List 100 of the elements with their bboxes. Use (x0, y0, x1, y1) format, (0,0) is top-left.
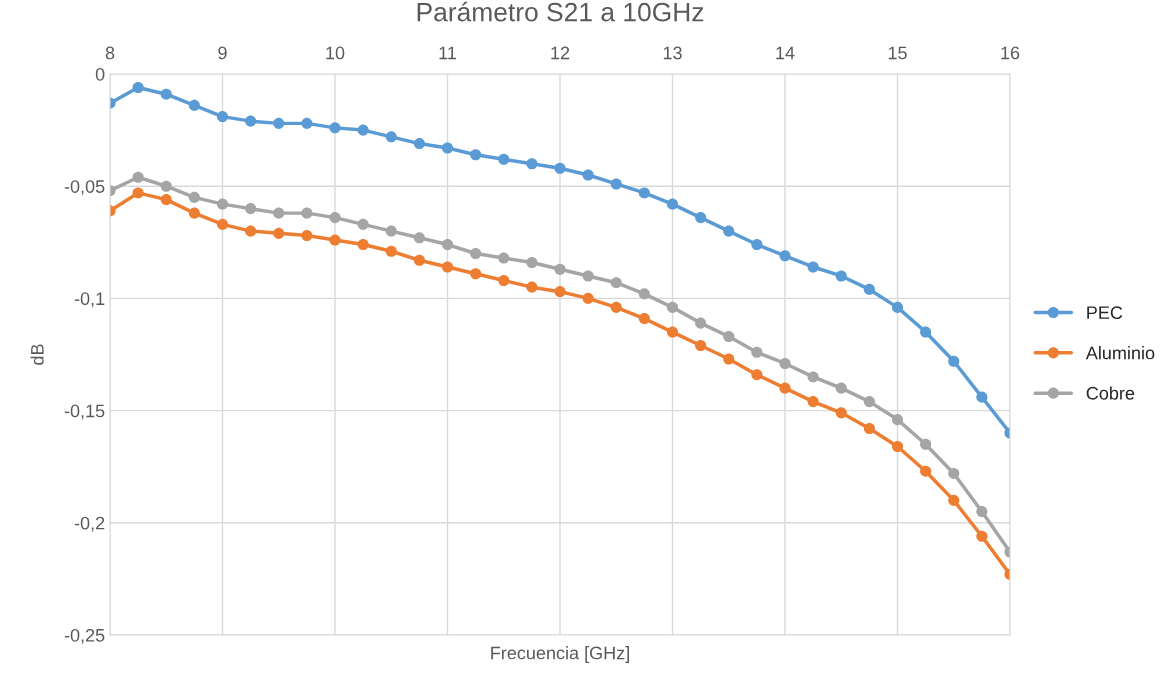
point (470, 268, 482, 280)
chart-title: Parámetro S21 a 10GHz (417, 1, 704, 22)
x-tick-label: 11 (439, 46, 456, 60)
point (357, 124, 369, 136)
legend-label: Aluminio (1085, 346, 1155, 360)
point (357, 238, 369, 251)
x-axis-title: Frecuencia [GHz] (491, 646, 629, 663)
point (526, 256, 538, 269)
point (807, 261, 819, 273)
point (666, 198, 679, 210)
y-tick-label: -0,05 (64, 180, 105, 196)
point (216, 218, 229, 230)
x-tick-label: 14 (776, 46, 795, 60)
point (582, 270, 594, 282)
point (441, 238, 454, 251)
point (891, 440, 904, 453)
point (470, 247, 482, 260)
point (160, 180, 172, 192)
point (835, 382, 847, 394)
point (498, 274, 510, 286)
point (948, 494, 960, 506)
point (723, 353, 735, 365)
point (273, 207, 285, 219)
point (132, 187, 144, 199)
point (245, 203, 257, 215)
point (807, 371, 819, 383)
point (498, 153, 510, 165)
point (245, 115, 257, 127)
y-tick-label: -0,2 (74, 516, 105, 532)
point (638, 313, 650, 325)
point (976, 530, 988, 542)
point (498, 252, 510, 264)
point (329, 212, 341, 224)
point (273, 117, 285, 129)
y-tick-label: 0 (95, 67, 105, 81)
point (638, 288, 650, 300)
point (835, 407, 847, 419)
legend-label: Cobre (1086, 386, 1135, 400)
x-tick-label: 16 (1001, 46, 1020, 60)
point (863, 423, 875, 435)
point (610, 178, 622, 190)
point (385, 245, 397, 257)
point (610, 277, 622, 289)
point (301, 117, 313, 129)
point (723, 330, 735, 343)
point (554, 162, 566, 174)
point (976, 506, 988, 518)
point (751, 346, 763, 358)
y-tick-label: -0,25 (64, 628, 105, 644)
point (835, 270, 847, 282)
point (160, 194, 172, 206)
x-tick-label: 9 (218, 46, 227, 60)
point (188, 191, 200, 203)
point (329, 122, 341, 134)
point (132, 171, 144, 183)
point (807, 396, 819, 408)
point (948, 467, 960, 479)
x-tick-label: 12 (551, 46, 570, 60)
point (948, 355, 960, 367)
y-tick-label: -0,1 (74, 292, 105, 308)
point (216, 198, 229, 210)
point (582, 292, 594, 304)
point (413, 138, 425, 150)
point (779, 382, 791, 394)
point (779, 250, 791, 262)
x-tick-label: 8 (105, 46, 115, 60)
point (779, 357, 791, 370)
point (273, 227, 285, 239)
point (385, 131, 397, 143)
point (245, 225, 257, 237)
point (863, 283, 875, 295)
point (470, 149, 482, 161)
point (666, 301, 679, 313)
x-tick-label: 13 (663, 46, 682, 60)
point (666, 326, 679, 338)
x-tick-label: 15 (888, 46, 907, 60)
x-tick-label: 10 (326, 46, 345, 60)
point (920, 465, 932, 477)
point (357, 218, 369, 230)
point (188, 207, 200, 219)
y-axis-title: dB (30, 344, 44, 365)
point (329, 234, 341, 246)
point (695, 339, 707, 352)
point (863, 396, 875, 408)
point (413, 232, 425, 244)
point (976, 391, 988, 403)
point (385, 225, 397, 237)
point (723, 225, 735, 237)
point (582, 169, 594, 181)
legend-label: PEC (1087, 306, 1123, 320)
point (554, 263, 566, 275)
point (526, 281, 538, 293)
point (695, 317, 707, 329)
point (751, 369, 763, 381)
point (132, 81, 144, 94)
point (301, 230, 313, 242)
point (413, 254, 425, 266)
point (188, 99, 200, 111)
point (526, 158, 538, 170)
point (891, 301, 904, 313)
